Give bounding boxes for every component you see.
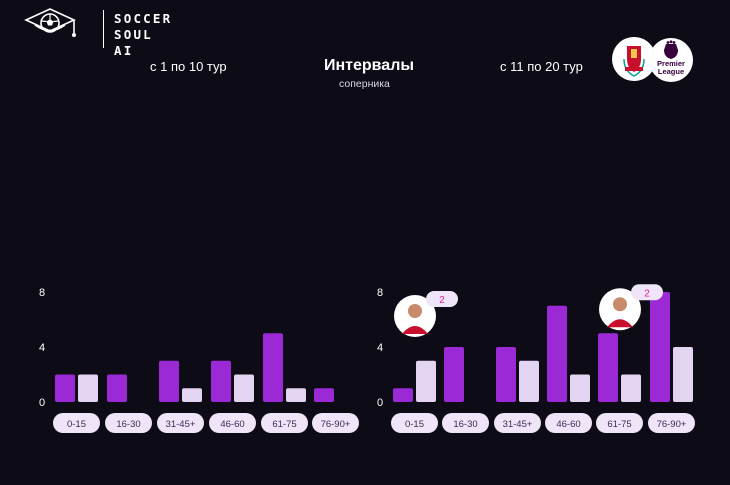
category-pill [105,413,152,433]
bar-31-45+-series-1 [159,360,179,402]
category-pill [209,413,256,433]
category-label: 16-30 [116,419,140,430]
bar-61-75-series-2 [621,374,641,402]
chart-subtitle: соперника [339,78,390,90]
brand-line-1: SOCCER [114,11,173,26]
callout-bubble [631,284,663,301]
brand-name: SOCCER SOUL AI [114,11,172,59]
bar-31-45+-series-1 [496,347,516,402]
bar-76-90+-series-1 [650,292,670,402]
y-tick-label: 0 [39,397,45,409]
chart-rounds-11-20: 0 4 8 0-15 16-30 31-45+ 46-60 61-75 76-90+ 2 2 [377,284,695,433]
logo-divider [103,10,104,48]
category-label: 16-30 [453,419,477,430]
pl-word-1: Premier [657,59,685,68]
premier-league-lion-icon [664,40,678,59]
category-pill [261,413,308,433]
brand-logo: SOCCER SOUL AI [22,6,170,58]
category-pill [648,413,695,433]
player-head [613,297,627,312]
category-label: 31-45+ [503,419,533,430]
brand-line-2: SOUL AI [114,27,153,58]
bar-61-75-series-1 [263,333,283,402]
bar-76-90+-series-2 [673,347,693,402]
bar-46-60-series-2 [570,374,590,402]
bar-61-75-series-2 [286,388,306,402]
callout-count: 2 [439,295,445,306]
category-pill [312,413,359,433]
callout-count: 2 [644,288,650,299]
bar-46-60-series-2 [234,374,254,402]
chart-rounds-1-10: 0 4 8 0-15 16-30 31-45+ 46-60 61-75 76-90+ [39,287,359,433]
category-pill [391,413,438,433]
category-label: 46-60 [556,419,580,430]
category-label: 0-15 [67,419,86,430]
bar-16-30-series-1 [444,347,464,402]
bar-0-15-series-2 [78,374,98,402]
player-head [408,304,422,318]
bar-0-15-series-2 [416,360,436,402]
category-pill [545,413,592,433]
y-tick-label: 8 [377,287,383,299]
category-label: 61-75 [272,419,296,430]
y-tick-label: 4 [39,342,45,354]
bar-0-15-series-1 [393,388,413,402]
premier-league-wordmark: Premier League [649,60,693,76]
bar-46-60-series-1 [547,305,567,402]
bar-46-60-series-1 [211,360,231,402]
y-tick-label: 0 [377,397,383,409]
soccer-ball-cap-icon [24,8,76,37]
bar-16-30-series-1 [107,374,127,402]
bar-61-75-series-1 [598,333,618,402]
pl-word-2: League [657,67,685,76]
bar-0-15-series-1 [55,374,75,402]
category-label: 0-15 [405,419,424,430]
category-label: 46-60 [220,419,244,430]
left-period-title: с 1 по 10 тур [150,59,227,74]
category-pill [596,413,643,433]
category-label: 31-45+ [166,419,196,430]
liverpool-crest-icon [612,37,656,81]
category-label: 76-90+ [321,419,351,430]
category-label: 76-90+ [657,419,687,430]
player-shirt [607,319,633,328]
y-tick-label: 4 [377,342,383,354]
bar-31-45+-series-2 [519,360,539,402]
category-pill [157,413,204,433]
chart-title: Интервалы [324,57,415,74]
bar-31-45+-series-2 [182,388,202,402]
callout-bubble [426,291,458,307]
player-shirt [402,326,428,334]
y-tick-label: 8 [39,287,45,299]
category-pill [53,413,100,433]
category-pill [494,413,541,433]
bar-76-90+-series-1 [314,388,334,402]
category-pill [442,413,489,433]
category-label: 61-75 [607,419,631,430]
premier-league-badge: Premier League [649,38,693,82]
right-period-title: с 11 по 20 тур [500,59,583,74]
